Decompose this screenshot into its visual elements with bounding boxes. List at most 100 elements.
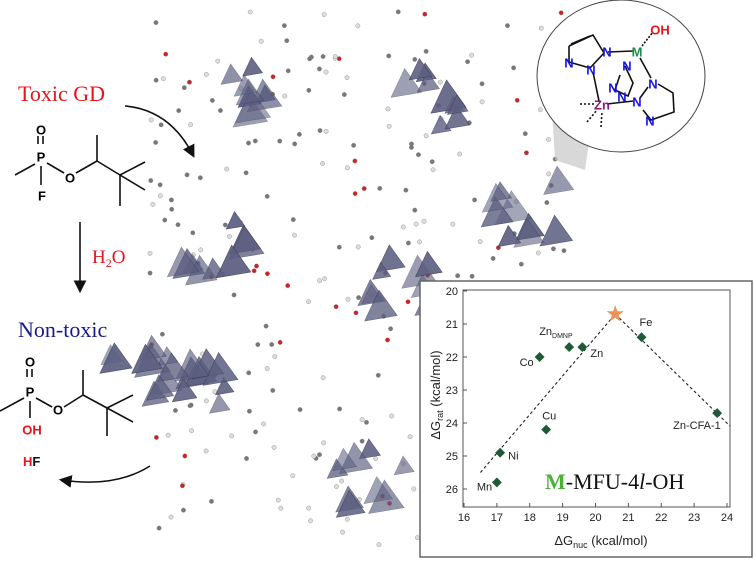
x-tick-label: 17 [491,512,503,524]
atom-dot [413,221,419,227]
atom-dot [290,217,296,222]
atom-dot [421,218,427,224]
point-label: Cu [542,411,556,423]
tetrahedron [430,114,452,135]
point-label: Ni [508,451,518,463]
atom-dot [306,87,312,93]
atom-dot [377,186,383,191]
atom-dot [290,473,296,479]
atom-dot [231,292,237,298]
tetrahedron [414,250,443,278]
atom-dot [247,9,253,15]
atom-dot [181,507,186,513]
atom-dot [339,478,345,484]
y-tick-label: 23 [446,385,458,397]
atom-dot [351,142,357,148]
trend-line [614,313,731,427]
point-label: Mn [477,481,492,493]
atom-dot [535,250,541,256]
tetrahedron [157,352,189,383]
atom-dot [495,245,501,251]
atom-dot [524,150,529,156]
atom-dot [477,239,483,244]
x-tick-label: 22 [655,512,667,524]
atom-dot [272,354,278,359]
atom-dot [332,54,338,59]
atom-dot [187,79,192,85]
atom-dot [282,93,288,99]
atom-dot [412,57,418,62]
chart: 16 17 18 19 20 21 22 23 24 20 21 22 23 24 25 26 Mn Ni Cu Co… [446,286,733,524]
atom-dot [188,122,193,128]
atom-dot [373,456,378,461]
atom-dot [546,171,552,177]
atom-dot [411,486,417,492]
atom-dot [157,182,163,188]
tetrahedron [543,165,575,195]
atom-dot [341,92,347,97]
atom-dot [180,483,185,489]
atom-dot [551,246,556,252]
atom-dot [182,453,188,459]
x-tick-label: 19 [557,512,569,524]
atom-dot [409,145,414,150]
atom-n: N [608,81,617,96]
atom-dot [275,497,281,503]
atom-dot [415,535,420,541]
atom-dot [537,107,543,113]
atom-dot [222,222,228,228]
atom-dot [306,299,311,304]
atom-dot [522,131,528,137]
atom-dot [472,197,477,203]
atom-dot [490,256,496,261]
data-point-ni [495,447,506,458]
atom-dot [317,452,322,458]
atom-dot [355,23,361,29]
atom-dot [455,273,461,279]
atom-dot [169,197,174,203]
atom-dot [422,11,428,17]
tetrahedron [220,63,244,85]
atom-f: F [38,189,46,204]
y-tick-label: 26 [446,484,458,496]
tetrahedron [131,343,164,374]
atom-dot [153,77,159,83]
atom-dot [197,175,203,181]
tetrahedron [497,224,522,247]
atom-dot [423,133,429,139]
tetrahedron [416,70,440,93]
atom-dot [344,75,350,80]
atom-dot [385,106,391,112]
atom-dot [538,25,544,31]
atom-dot [147,250,153,256]
point-label: Fe [640,317,653,329]
atom-oh: OH [22,423,42,438]
atom-dot [158,122,164,128]
atom-dot [389,413,395,419]
tetrahedron [481,182,514,213]
atom-dot [153,20,159,25]
atom-n: N [622,59,631,74]
atom-dot [558,10,564,16]
y-tick-label: 21 [446,319,458,331]
atom-dot [320,375,326,381]
x-tick-label: 24 [721,512,733,524]
tetrahedron [376,244,406,273]
atom-dot [198,247,204,253]
x-tick-label: 21 [622,512,634,524]
atom-dot [385,337,390,343]
atom-dot [284,38,290,44]
atom-dot [292,141,298,147]
atom-dot [388,326,394,332]
atom-o: O [25,355,35,370]
atom-dot [306,505,312,511]
tetrahedron [225,210,246,230]
y-axis-label: ΔGrat (kcal/mol) [428,350,445,439]
tetrahedron [146,374,175,401]
atom-dot [258,38,264,44]
atom-dot [450,221,456,227]
atom-dot [405,299,411,305]
atom-dot [163,51,169,57]
atom-dot [168,514,174,520]
tetrahedron [364,289,398,322]
